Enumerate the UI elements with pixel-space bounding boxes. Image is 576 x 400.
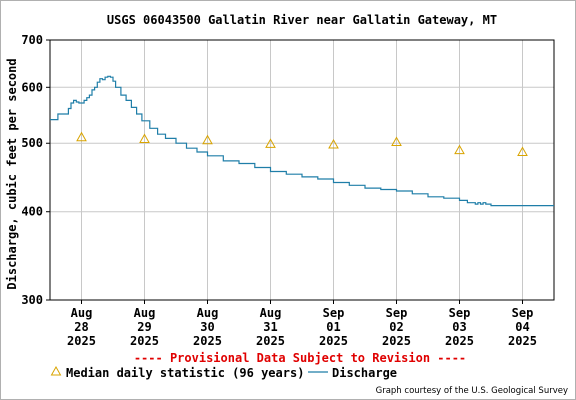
- y-tick-label: 400: [21, 205, 43, 219]
- x-tick-label: 2025: [382, 334, 411, 348]
- x-tick-label: Aug: [71, 306, 93, 320]
- x-tick-label: 2025: [445, 334, 474, 348]
- median-point: [454, 144, 465, 155]
- median-point: [139, 133, 150, 143]
- x-axis-ticks: Aug282025Aug292025Aug302025Aug312025Sep0…: [67, 300, 537, 348]
- median-point: [328, 138, 339, 149]
- x-tick-label: 2025: [67, 334, 96, 348]
- x-tick-label: Sep: [512, 306, 534, 320]
- legend: Median daily statistic (96 years) Discha…: [50, 365, 397, 380]
- chart-title: USGS 06043500 Gallatin River near Gallat…: [107, 13, 497, 27]
- y-tick-label: 600: [21, 80, 43, 94]
- legend-median-label: Median daily statistic (96 years): [66, 366, 304, 380]
- x-tick-label: 28: [74, 320, 88, 334]
- x-tick-label: Sep: [386, 306, 408, 320]
- x-tick-label: 29: [137, 320, 151, 334]
- x-tick-label: Sep: [323, 306, 345, 320]
- x-tick-label: 03: [452, 320, 466, 334]
- y-axis-label: Discharge, cubic feet per second: [5, 58, 19, 289]
- legend-median-symbol: [50, 365, 62, 376]
- discharge-series-line: [50, 75, 554, 207]
- x-tick-label: Aug: [134, 306, 156, 320]
- x-tick-label: 01: [326, 320, 340, 334]
- x-tick-label: 2025: [193, 334, 222, 348]
- x-tick-label: Sep: [449, 306, 471, 320]
- usgs-credit: Graph courtesy of the U.S. Geological Su…: [376, 386, 568, 396]
- x-tick-label: 2025: [319, 334, 348, 348]
- median-point: [391, 136, 402, 146]
- legend-discharge-label: Discharge: [332, 366, 397, 380]
- median-point: [517, 146, 528, 156]
- x-tick-label: 2025: [256, 334, 285, 348]
- plot-area-frame: [49, 39, 555, 301]
- series-layer: [50, 75, 554, 207]
- x-tick-label: 31: [263, 320, 277, 334]
- median-point: [76, 131, 87, 142]
- provisional-note: ---- Provisional Data Subject to Revisio…: [134, 351, 466, 365]
- median-point: [265, 138, 276, 148]
- y-axis-ticks: 300 400 500 600 700: [21, 33, 50, 307]
- x-tick-label: 02: [389, 320, 403, 334]
- y-tick-label: 300: [21, 293, 43, 307]
- x-tick-label: 30: [200, 320, 214, 334]
- x-tick-label: 2025: [508, 334, 537, 348]
- median-point: [202, 134, 213, 145]
- x-tick-label: Aug: [260, 306, 282, 320]
- y-tick-label: 500: [21, 136, 43, 150]
- x-tick-label: 04: [515, 320, 529, 334]
- x-tick-label: 2025: [130, 334, 159, 348]
- x-tick-label: Aug: [197, 306, 219, 320]
- y-tick-label: 700: [21, 33, 43, 47]
